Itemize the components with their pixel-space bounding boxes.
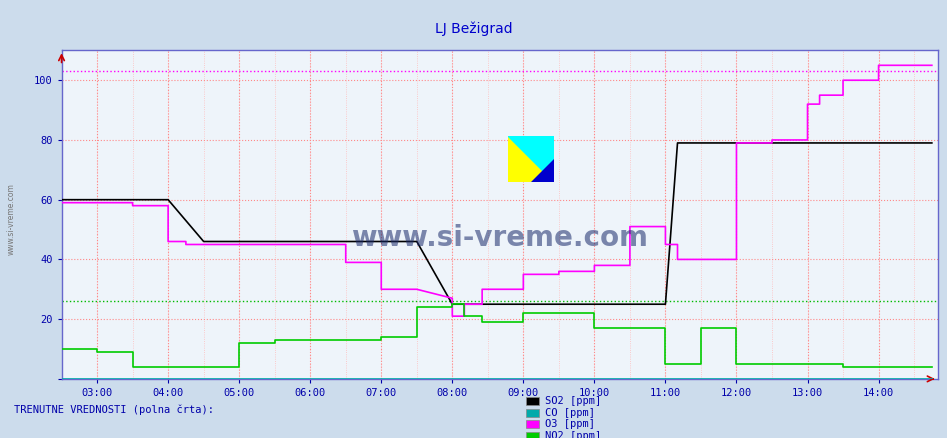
Text: CO [ppm]: CO [ppm] — [545, 408, 595, 417]
Text: TRENUTNE VREDNOSTI (polna črta):: TRENUTNE VREDNOSTI (polna črta): — [14, 404, 214, 415]
Polygon shape — [531, 159, 554, 182]
Text: O3 [ppm]: O3 [ppm] — [545, 420, 595, 429]
Text: SO2 [ppm]: SO2 [ppm] — [545, 396, 600, 406]
Text: LJ Bežigrad: LJ Bežigrad — [435, 21, 512, 36]
Text: www.si-vreme.com: www.si-vreme.com — [7, 183, 16, 255]
Text: www.si-vreme.com: www.si-vreme.com — [351, 224, 648, 251]
Text: NO2 [ppm]: NO2 [ppm] — [545, 431, 600, 438]
Polygon shape — [509, 136, 554, 182]
Polygon shape — [509, 136, 554, 182]
